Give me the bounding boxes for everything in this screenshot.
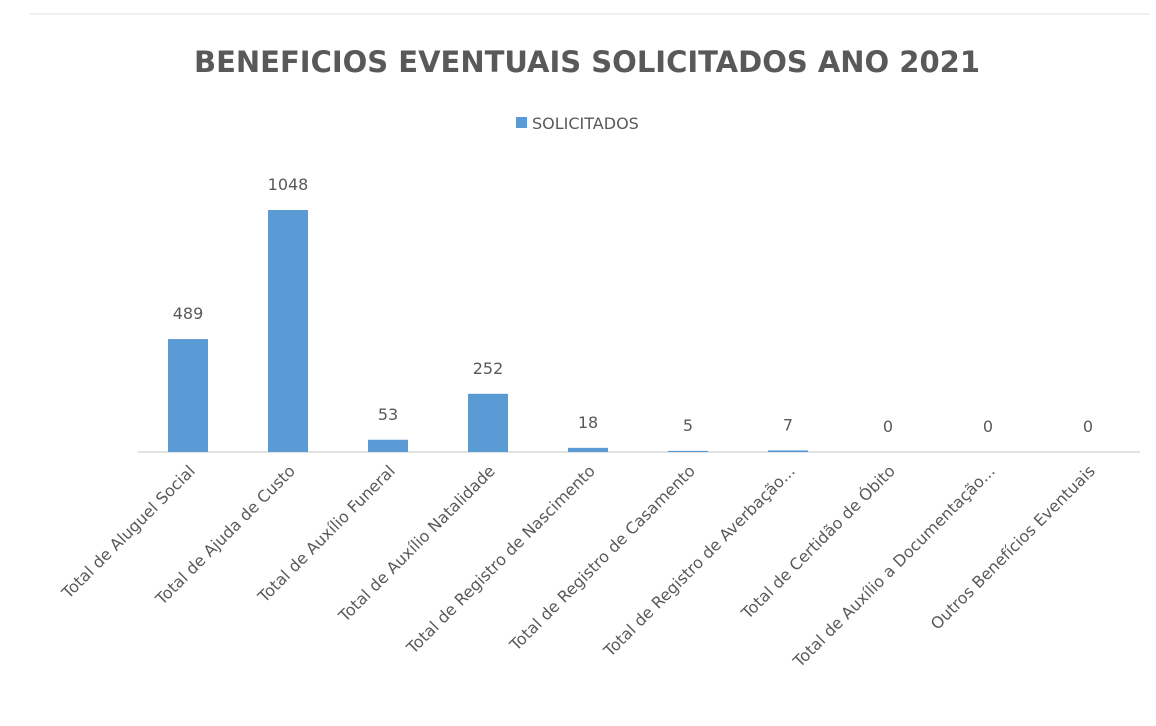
data-label: 252 <box>473 359 504 378</box>
bar <box>668 450 708 452</box>
data-label: 7 <box>783 415 793 434</box>
legend-swatch <box>516 117 527 128</box>
data-label: 0 <box>883 417 893 436</box>
data-label: 0 <box>983 417 993 436</box>
bar <box>268 210 308 452</box>
bar <box>468 393 508 452</box>
bar <box>168 339 208 452</box>
bar <box>768 450 808 452</box>
legend-label: SOLICITADOS <box>532 114 639 133</box>
data-label: 5 <box>683 416 693 435</box>
x-tick-label: Total de Registro de Nascimento <box>402 461 599 658</box>
bar <box>368 439 408 452</box>
x-tick-label: Total de Registro de Averbação... <box>599 461 799 661</box>
x-tick-label: Total de Auxílio a Documentação... <box>789 461 999 671</box>
chart-title: BENEFICIOS EVENTUAIS SOLICITADOS ANO 202… <box>194 45 980 79</box>
data-label: 18 <box>578 413 598 432</box>
x-tick-label: Total de Registro de Casamento <box>505 461 699 655</box>
data-label: 489 <box>173 304 204 323</box>
data-label: 1048 <box>268 175 309 194</box>
bar <box>568 447 608 452</box>
x-tick-label: Outros Benefícios Eventuais <box>927 461 1099 633</box>
data-label: 53 <box>378 405 398 424</box>
data-label: 0 <box>1083 417 1093 436</box>
x-tick-label: Total de Auxílio Natalidade <box>334 461 499 626</box>
